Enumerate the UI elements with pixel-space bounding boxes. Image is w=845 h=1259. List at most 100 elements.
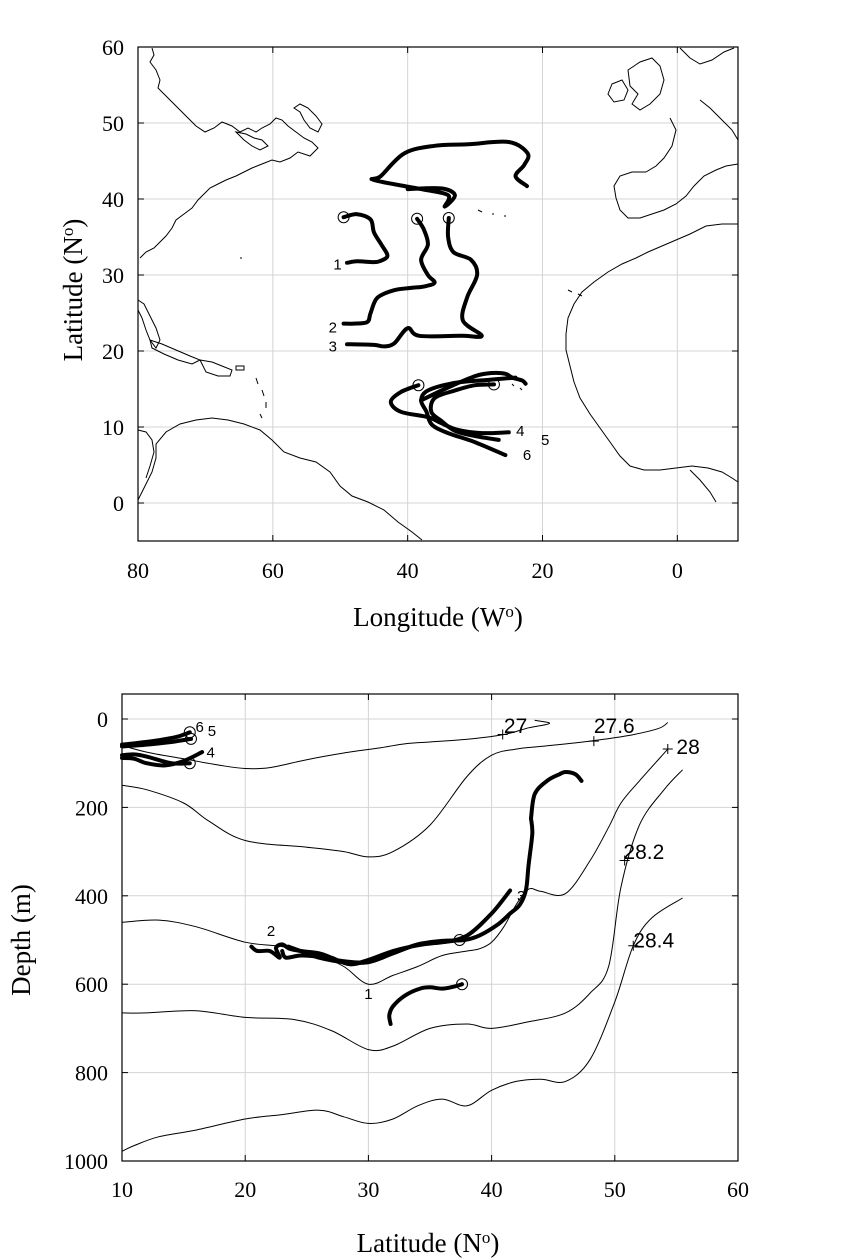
map-trajectories (341, 139, 531, 458)
coast-hispaniola (199, 359, 233, 377)
section-tick-label-y: 600 (75, 972, 108, 997)
isopycnal-mark-27.6 (588, 736, 599, 747)
map-trajectory-top (419, 370, 528, 403)
map-x-axis-label: Longitude (Wo) (353, 602, 523, 633)
map-start-marker (442, 212, 455, 224)
isopycnal-label-27.6: 27.6 (594, 715, 635, 738)
section-trajectory-top (529, 770, 584, 821)
coast-central-america (137, 429, 155, 479)
isopycnal-label-28.4: 28.4 (633, 929, 674, 952)
section-start-marker (183, 757, 196, 770)
map-start-marker (487, 378, 500, 391)
coast-south-america (137, 417, 423, 541)
section-start-marker (456, 978, 469, 991)
coast-africa (565, 223, 739, 483)
coast-maritimes (234, 131, 269, 151)
map-trajectory-label-3: 3 (329, 338, 337, 355)
section-trajectory-label-6: 6 (195, 719, 203, 736)
section-tick-label-x: 50 (604, 1177, 626, 1202)
section-frame (121, 693, 739, 1162)
section-trajectory-5 (120, 736, 193, 749)
isopycnal-mark-28.4 (628, 940, 639, 951)
isopycnal-mark-28 (662, 744, 673, 755)
map-frame (137, 46, 739, 542)
isopycnal-27 (121, 719, 551, 770)
section-tick-label-y: 1000 (64, 1149, 108, 1174)
section-tick-label-x: 60 (727, 1177, 749, 1202)
section-tick-label-y: 800 (75, 1061, 108, 1086)
section-tick-label-x: 40 (481, 1177, 503, 1202)
section-tick-label-x: 10 (111, 1177, 133, 1202)
map-trajectory-label-2: 2 (329, 319, 337, 336)
section-trajectory-label-4: 4 (207, 745, 215, 762)
map-start-marker (411, 212, 424, 225)
section-trajectory-label-1: 1 (364, 986, 372, 1003)
section-trajectories (120, 730, 584, 1026)
coast-antilles (255, 377, 267, 419)
coast-cape-verde (511, 383, 523, 391)
section-trajectory-label-5: 5 (208, 723, 216, 740)
coast-cuba (149, 339, 202, 365)
map-trajectory-upper (369, 139, 531, 209)
map-tick-label-x: 20 (531, 558, 553, 583)
map-coastlines (137, 47, 739, 541)
map-trajectory-label-5: 5 (541, 432, 549, 449)
isopycnal-label-28: 28 (676, 736, 699, 759)
map-trajectory-label-4: 4 (516, 423, 524, 440)
map-start-marker (412, 379, 425, 392)
coast-ireland (607, 79, 629, 103)
isopycnal-28.4 (121, 897, 683, 1152)
map-tick-label-x: 0 (672, 558, 683, 583)
map-tick-label-x: 60 (262, 558, 284, 583)
section-isopycnals: 27 27.6 28 28.2 28.4 (121, 715, 700, 1152)
map-tick-label-y: 50 (102, 111, 124, 136)
map-tick-label-y: 60 (102, 35, 124, 60)
map-trajectory-3 (345, 216, 484, 349)
coast-scandinavia (679, 47, 735, 65)
map-trajectory-1 (341, 212, 390, 265)
isopycnal-27.6 (121, 722, 669, 858)
map-tick-label-y: 20 (102, 339, 124, 364)
section-start-marker (453, 934, 466, 946)
section-tick-label-y: 0 (97, 707, 108, 732)
map-tick-label-x: 40 (397, 558, 419, 583)
isopycnal-mark-27 (497, 729, 508, 740)
isopycnal-label-27: 27 (504, 715, 527, 738)
map-start-markers (337, 211, 500, 392)
section-trajectory-6 (120, 730, 192, 747)
section-start-markers (183, 726, 469, 991)
section-y-axis-label: Depth (m) (6, 884, 36, 996)
map-trajectory-labels: 1 2 3 456 (329, 256, 550, 464)
coast-azores (477, 209, 506, 217)
map-trajectory-label-6: 6 (523, 447, 531, 464)
section-trajectory-1 (387, 982, 464, 1026)
coast-canaries (567, 289, 583, 297)
coast-puerto-rico (235, 365, 245, 371)
coast-north-america (139, 47, 319, 259)
map-tick-label-y: 10 (102, 415, 124, 440)
coast-florida (137, 299, 161, 349)
coast-british-isles (627, 57, 665, 111)
coast-iberia (613, 163, 739, 219)
section-tick-label-y: 400 (75, 884, 108, 909)
section-trajectory-labels: 1 2 3 4 56 (195, 719, 525, 1003)
map-grid (137, 46, 738, 541)
section-trajectory-label-3: 3 (517, 888, 525, 905)
map-trajectory-5 (428, 382, 501, 442)
isopycnal-mark-28.2 (619, 855, 630, 866)
section-x-axis-label: Latitude (No) (357, 1228, 500, 1259)
section-start-marker (184, 732, 197, 745)
map-trajectory-2 (341, 216, 437, 326)
section-start-marker (183, 726, 196, 739)
map-trajectory-label-1: 1 (333, 256, 341, 273)
section-tick-label-y: 200 (75, 795, 108, 820)
coast-gulf-guinea (689, 469, 717, 503)
map-panel: 1 2 3 456 80 60 40 20 0 60 50 40 30 20 10 0 Longitude … (58, 35, 739, 632)
map-tick-label-y: 30 (102, 263, 124, 288)
section-trajectory-upper (280, 816, 535, 965)
section-trajectory-label-2: 2 (267, 923, 275, 940)
map-tick-labels: 80 60 40 20 0 60 50 40 30 20 10 0 (102, 35, 683, 583)
